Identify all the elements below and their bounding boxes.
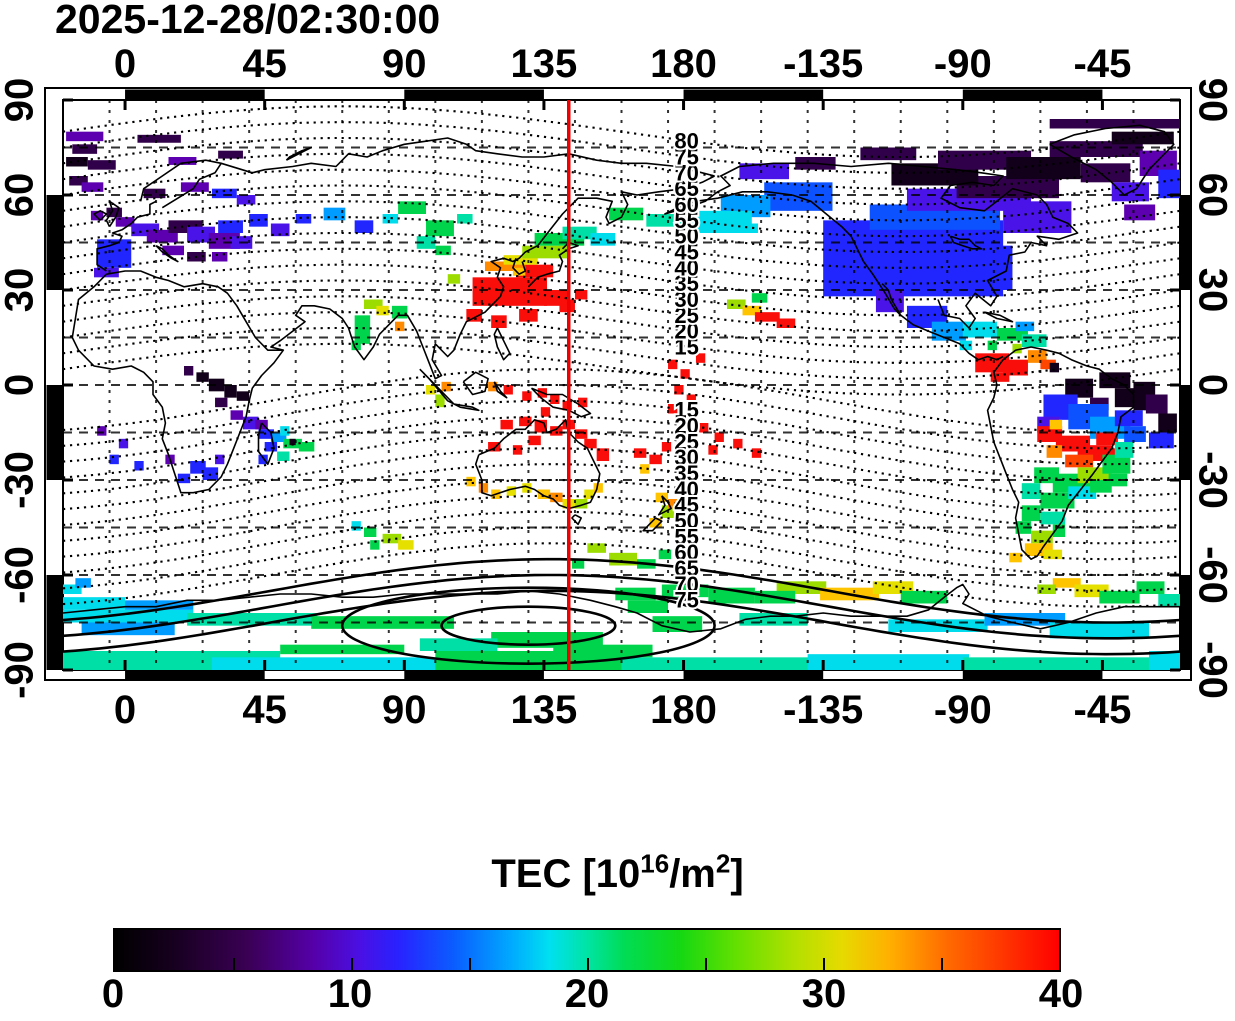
lat-tick-label-left: 60 [0,172,42,218]
svg-text:45: 45 [674,240,698,265]
svg-text:65: 65 [674,176,698,201]
lat-tick-label-left: 0 [0,373,42,397]
lat-tick-label-left: -90 [0,641,42,699]
colorbar-minor-tick [941,958,943,970]
svg-text:40: 40 [674,255,698,280]
colorbar-title-text: ] [730,852,744,896]
colorbar-title: TEC [1016/m2] [0,848,1235,897]
colorbar-title-text: /m [669,852,716,896]
svg-text:75: 75 [674,588,698,613]
colorbar-minor-tick [587,958,589,970]
svg-text:20: 20 [674,414,698,439]
lon-tick-label-top: -45 [1073,42,1132,86]
svg-text:25: 25 [674,303,698,328]
plot-title: 2025-12-28/02:30:00 [55,0,441,42]
lon-tick-label-top: 45 [242,42,287,86]
svg-text:75: 75 [674,145,698,170]
lon-tick-label-top: 90 [382,42,427,86]
lon-tick-label-bottom: -45 [1073,688,1132,732]
svg-text:25: 25 [674,429,698,454]
lon-tick-label-bottom: 90 [382,688,427,732]
colorbar-tick-label: 0 [101,972,125,1016]
svg-text:30: 30 [674,287,698,312]
svg-text:55: 55 [674,524,698,549]
lon-tick-label-top: 0 [113,42,137,86]
lat-tick-label-left: -60 [0,546,42,604]
colorbar-tick-label: 30 [801,972,847,1016]
lon-tick-label-top: 135 [510,42,578,86]
lon-tick-label-bottom: 135 [510,688,578,732]
svg-text:60: 60 [674,540,698,565]
svg-text:35: 35 [674,271,698,296]
svg-text:70: 70 [674,572,698,597]
colorbar-title-superscript: 16 [640,848,670,879]
svg-text:60: 60 [674,192,698,217]
lat-tick-label-left: 90 [0,77,42,123]
lon-tick-label-bottom: -90 [933,688,992,732]
svg-text:35: 35 [674,461,698,486]
colorbar-title-superscript: 2 [715,848,731,879]
colorbar-minor-tick [823,958,825,970]
tec-world-map: 1520253035404550556065707580152025303540… [44,87,1192,681]
colorbar-minor-tick [705,958,707,970]
svg-text:40: 40 [674,477,698,502]
svg-text:80: 80 [674,129,698,154]
svg-text:30: 30 [674,445,698,470]
colorbar [113,928,1061,972]
svg-text:50: 50 [674,509,698,534]
svg-text:20: 20 [674,319,698,344]
colorbar-title-text: TEC [10 [491,852,641,896]
svg-text:15: 15 [674,335,698,360]
colorbar-tick-label: 40 [1038,972,1084,1016]
lat-tick-label-left: -30 [0,451,42,509]
lon-tick-label-bottom: 0 [113,688,137,732]
lat-tick-label-left: 30 [0,267,42,313]
lon-tick-label-bottom: 180 [650,688,717,732]
svg-text:15: 15 [674,398,698,423]
lon-tick-label-bottom: -135 [783,688,864,732]
colorbar-minor-tick [469,958,471,970]
lon-tick-label-top: 180 [650,42,717,86]
svg-text:45: 45 [674,493,698,518]
svg-text:65: 65 [674,556,698,581]
colorbar-minor-tick [351,958,353,970]
lon-tick-label-top: -135 [783,42,864,86]
svg-text:50: 50 [674,224,698,249]
colorbar-tick-label: 20 [564,972,610,1016]
lon-tick-label-bottom: 45 [242,688,287,732]
colorbar-minor-tick [233,958,235,970]
svg-text:70: 70 [674,160,698,185]
lon-tick-label-top: -90 [933,42,992,86]
svg-text:55: 55 [674,208,698,233]
colorbar-tick-label: 10 [327,972,373,1016]
